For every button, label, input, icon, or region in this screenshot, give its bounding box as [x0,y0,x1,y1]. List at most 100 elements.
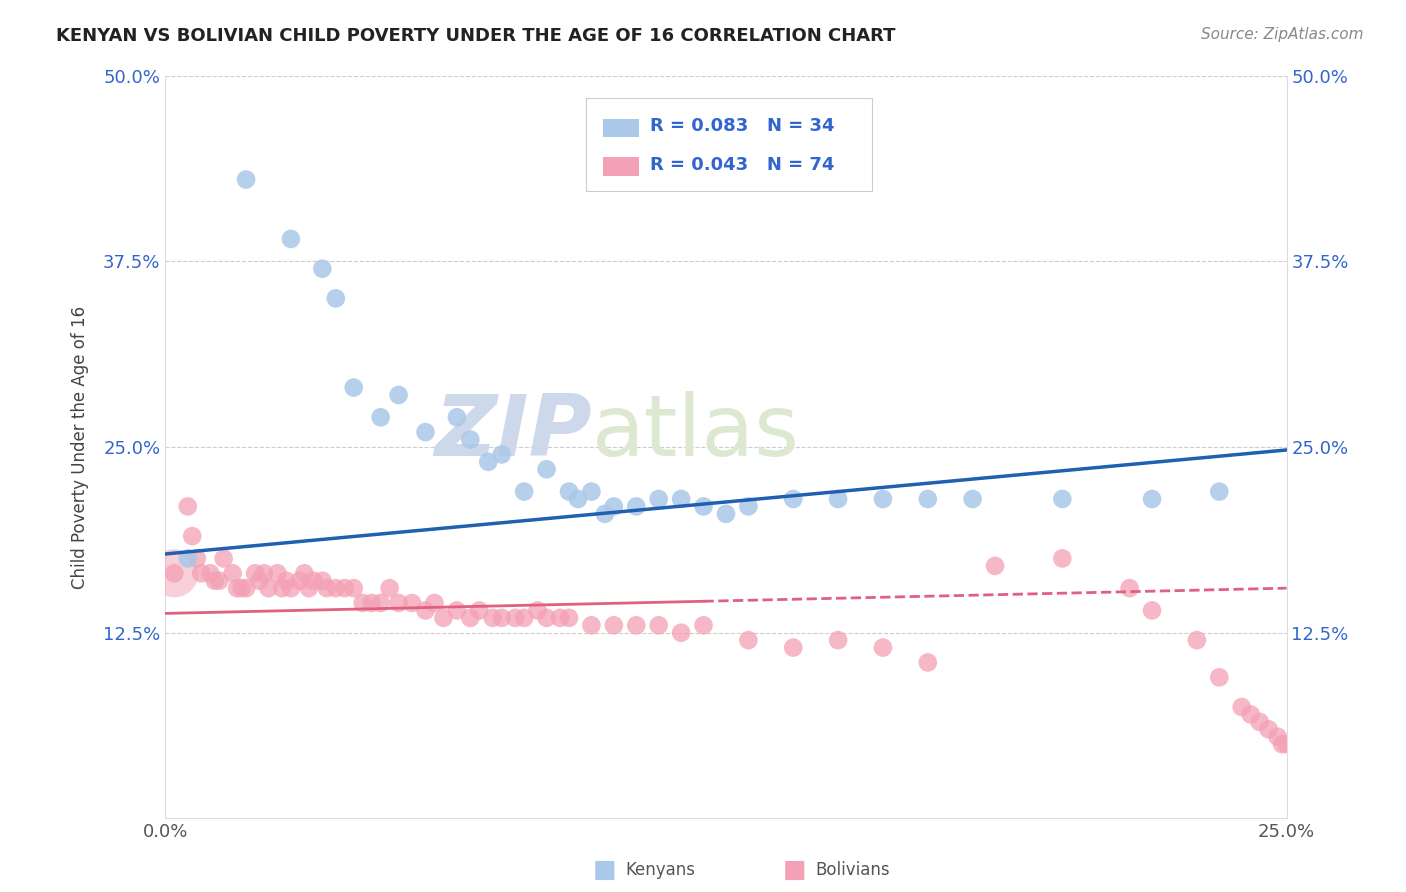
Point [692,618,714,632]
Point [491,611,513,625]
Point [190,566,212,581]
Text: KENYAN VS BOLIVIAN CHILD POVERTY UNDER THE AGE OF 16 CORRELATION CHART: KENYAN VS BOLIVIAN CHILD POVERTY UNDER T… [56,27,896,45]
Point [280,232,302,246]
Point [647,491,669,506]
Point [513,484,536,499]
Point [581,484,603,499]
Point [917,656,939,670]
Point [872,491,894,506]
Point [333,581,356,595]
Point [253,566,276,581]
Point [446,410,468,425]
Point [243,566,266,581]
Point [221,566,243,581]
Point [280,581,302,595]
Point [1230,700,1253,714]
Text: Bolivians: Bolivians [815,861,890,879]
Point [298,581,321,595]
Point [1208,484,1230,499]
Y-axis label: Child Poverty Under the Age of 16: Child Poverty Under the Age of 16 [72,305,89,589]
Point [415,425,437,439]
Point [226,581,249,595]
Point [204,574,226,588]
Point [669,491,692,506]
Point [603,500,626,514]
Point [325,581,347,595]
Point [249,574,271,588]
Point [325,292,347,306]
Point [311,261,333,276]
Text: R = 0.083   N = 34: R = 0.083 N = 34 [650,117,834,135]
Point [276,574,298,588]
Point [984,558,1007,573]
Point [827,633,849,648]
Point [626,618,648,632]
Point [181,529,204,543]
Point [163,566,186,581]
Point [714,507,737,521]
Point [460,611,482,625]
Point [387,596,409,610]
Point [1271,737,1294,751]
Point [288,574,311,588]
Point [235,172,257,186]
Point [208,574,231,588]
Point [603,618,626,632]
Point [491,447,513,461]
Point [1052,551,1074,566]
Point [1240,707,1263,722]
Point [378,581,401,595]
Point [1140,491,1163,506]
Point [177,551,200,566]
Point [460,433,482,447]
Point [360,596,382,610]
Point [432,611,454,625]
Point [343,581,366,595]
Text: atlas: atlas [592,391,800,474]
Point [1208,670,1230,684]
Point [536,462,558,476]
Point [200,566,222,581]
Point [315,581,337,595]
Point [271,581,294,595]
Point [581,618,603,632]
Point [370,410,392,425]
Point [593,507,616,521]
Point [481,611,503,625]
Point [647,618,669,632]
Point [1118,581,1140,595]
Point [526,603,548,617]
Point [212,551,235,566]
Point [692,500,714,514]
Point [536,611,558,625]
Point [343,380,366,394]
Text: ZIP: ZIP [434,391,592,474]
Point [235,581,257,595]
Point [558,611,581,625]
Point [626,500,648,514]
Point [415,603,437,617]
Point [257,581,280,595]
Point [302,574,325,588]
Point [266,566,288,581]
Point [186,551,208,566]
FancyBboxPatch shape [586,98,872,191]
Point [962,491,984,506]
Point [513,611,536,625]
Point [468,603,491,617]
Point [352,596,374,610]
Text: ■: ■ [783,858,806,881]
Point [782,491,804,506]
Point [558,484,581,499]
FancyBboxPatch shape [603,157,638,176]
Point [423,596,446,610]
Point [311,574,333,588]
Point [477,455,499,469]
Point [567,491,589,506]
Point [737,500,759,514]
Point [231,581,253,595]
Point [1185,633,1208,648]
Text: ■: ■ [593,858,616,881]
Point [177,500,200,514]
Point [387,388,409,402]
